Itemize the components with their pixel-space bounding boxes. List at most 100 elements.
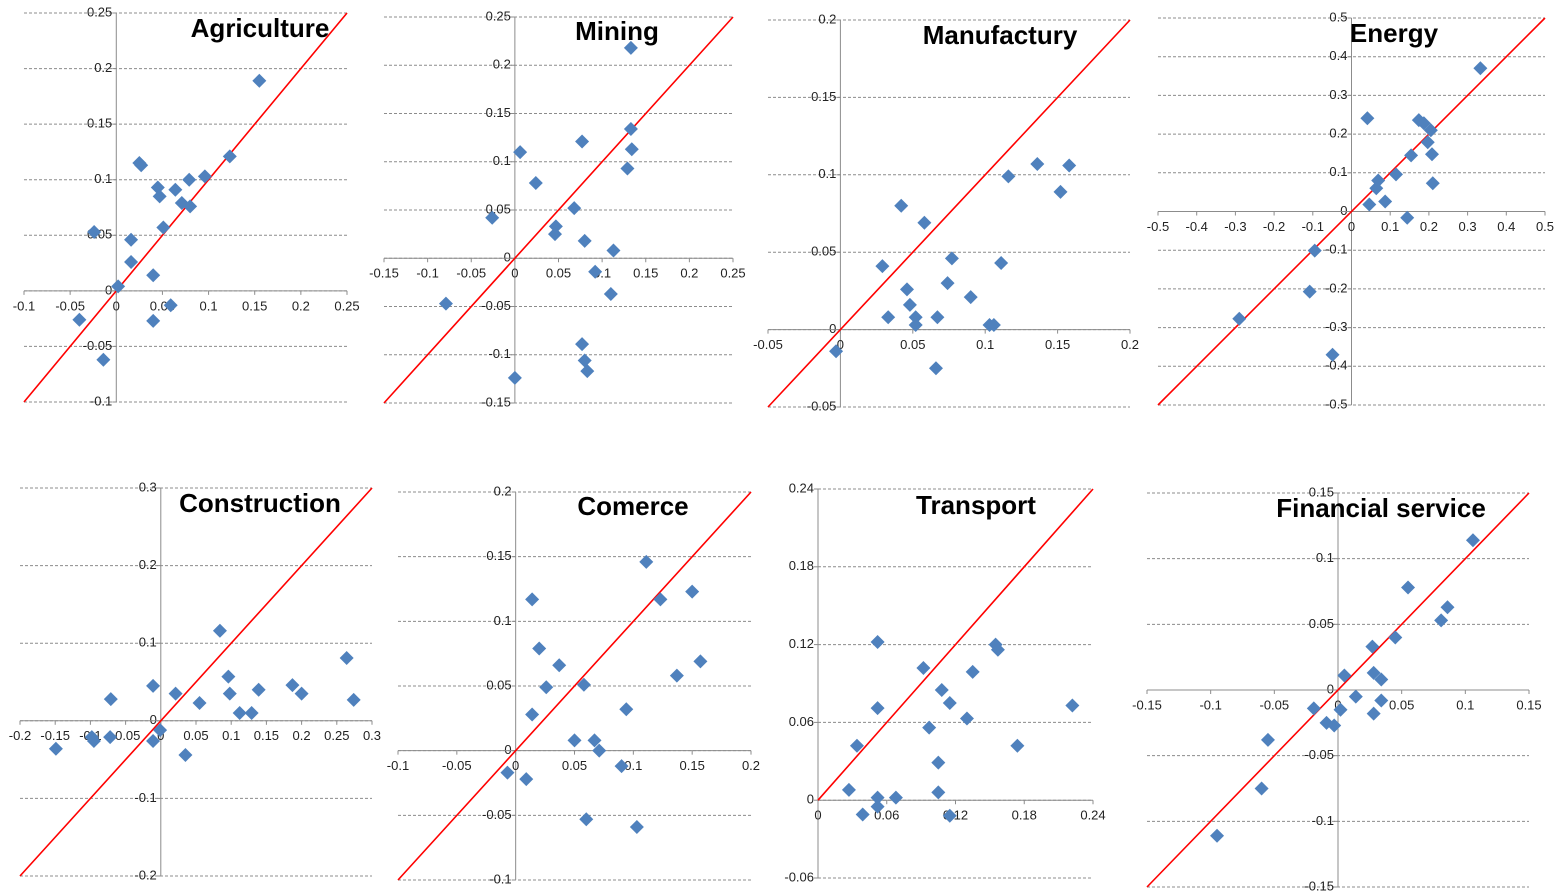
x-tick-label: -0.1 [387, 758, 409, 773]
x-tick-label: 0.3 [1459, 219, 1477, 234]
x-tick-label: 0.25 [334, 298, 359, 313]
scatter-point [1371, 173, 1386, 188]
scatter-point [870, 635, 885, 650]
scatter-point [1302, 284, 1317, 299]
scatter-point [1360, 111, 1375, 126]
y-tick-label: -0.1 [90, 393, 112, 408]
scatter-point [1232, 311, 1247, 326]
scatter-point [163, 298, 178, 313]
y-tick-label: -0.1 [134, 790, 156, 805]
scatter-point [152, 189, 167, 204]
scatter-point [111, 279, 126, 294]
y-tick-label: 0.12 [789, 636, 814, 651]
scatter-point [153, 723, 168, 738]
x-tick-label: 0.15 [1516, 697, 1541, 712]
scatter-point [1374, 693, 1389, 708]
x-tick-label: -0.2 [9, 728, 31, 743]
scatter-point [1434, 613, 1449, 628]
y-tick-label: -0.1 [488, 346, 510, 361]
x-tick-label: 0 [1348, 219, 1355, 234]
scatter-point [1065, 698, 1080, 713]
scatter-point [870, 799, 885, 814]
scatter-point [567, 201, 582, 216]
scatter-point [339, 650, 354, 665]
diagonal-line [383, 16, 734, 404]
chart-title: Mining [575, 16, 659, 46]
scatter-point [881, 310, 896, 325]
y-tick-label: -0.15 [1304, 878, 1334, 893]
scatter-point [629, 819, 644, 834]
y-tick-label: -0.06 [784, 869, 814, 884]
scatter-point [96, 352, 111, 367]
scatter-point [212, 623, 227, 638]
y-tick-label: 0.15 [486, 105, 511, 120]
y-tick-label: 0.25 [486, 8, 511, 23]
scatter-point [588, 264, 603, 279]
y-tick-label: -0.05 [481, 298, 511, 313]
scatter-point [575, 337, 590, 352]
scatter-point [620, 161, 635, 176]
scatter-point [1389, 167, 1404, 182]
scatter-point [870, 790, 885, 805]
scatter-point [928, 361, 943, 376]
x-tick-label: 0.15 [680, 758, 705, 773]
chart-title: Construction [179, 488, 341, 518]
scatter-point [1260, 732, 1275, 747]
y-tick-label: -0.2 [1325, 280, 1347, 295]
y-tick-label: 0.1 [1329, 164, 1347, 179]
scatter-point [1001, 169, 1016, 184]
scatter-point [103, 692, 118, 707]
x-tick-label: 0 [113, 298, 120, 313]
diagonal-line [1157, 17, 1546, 406]
scatter-point [1306, 701, 1321, 716]
y-tick-label: 0 [504, 250, 511, 265]
x-tick-label: -0.15 [369, 266, 399, 281]
scatter-point [1400, 210, 1415, 225]
y-tick-label: -0.1 [489, 871, 511, 886]
scatter-point [197, 169, 212, 184]
scatter-point [990, 642, 1005, 657]
x-tick-label: -0.2 [1263, 219, 1285, 234]
scatter-point [1404, 148, 1419, 163]
scatter-point [222, 149, 237, 164]
scatter-point [849, 738, 864, 753]
scatter-point [168, 182, 183, 197]
scatter-point [124, 254, 139, 269]
scatter-point [86, 733, 101, 748]
x-tick-label: 0.05 [1389, 697, 1414, 712]
y-tick-label: 0.24 [789, 480, 814, 495]
scatter-point [485, 210, 500, 225]
scatter-point [685, 584, 700, 599]
scatter-point [1374, 672, 1389, 687]
y-tick-label: 0.1 [94, 171, 112, 186]
y-tick-label: 0.05 [486, 677, 511, 692]
scatter-point [1325, 347, 1340, 362]
x-tick-label: 0.1 [976, 337, 994, 352]
scatter-point [669, 668, 684, 683]
scatter-point [902, 297, 917, 312]
x-tick-label: 0 [814, 808, 821, 823]
x-tick-label: 0.05 [900, 337, 925, 352]
y-tick-label: 0.2 [139, 557, 157, 572]
x-tick-label: -0.05 [442, 758, 472, 773]
x-tick-label: -0.05 [55, 298, 85, 313]
x-tick-label: 0.05 [183, 728, 208, 743]
x-tick-label: 0.05 [562, 758, 587, 773]
scatter-point [1362, 197, 1377, 212]
scatter-point [500, 765, 515, 780]
y-tick-label: -0.1 [1325, 242, 1347, 257]
y-tick-label: -0.05 [83, 338, 113, 353]
scatter-point [623, 121, 638, 136]
x-tick-label: 0.15 [254, 728, 279, 743]
scatter-point [908, 317, 923, 332]
y-tick-label: 0.15 [486, 548, 511, 563]
scatter-point [623, 40, 638, 55]
scatter-point [900, 282, 915, 297]
x-tick-label: -0.1 [1302, 219, 1324, 234]
scatter-point [146, 733, 161, 748]
scatter-point [888, 790, 903, 805]
scatter-point [931, 755, 946, 770]
scatter-point [251, 682, 266, 697]
y-tick-label: 0.1 [494, 613, 512, 628]
